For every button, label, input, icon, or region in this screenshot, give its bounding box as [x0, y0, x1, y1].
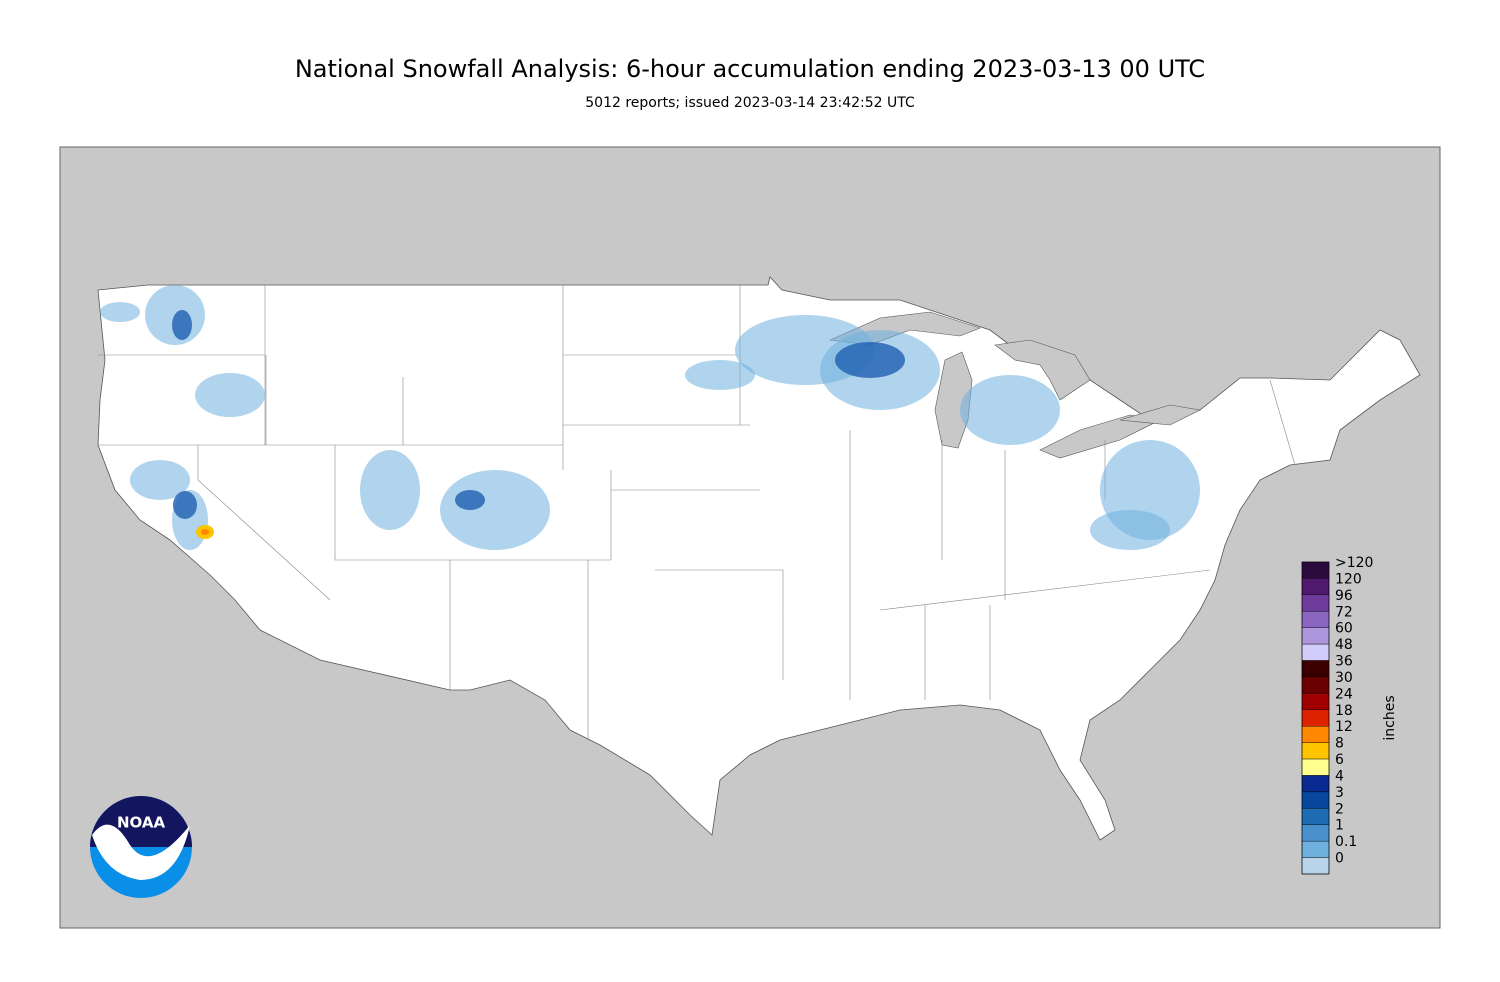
legend-swatch [1301, 643, 1330, 661]
legend-swatch [1301, 857, 1330, 875]
legend-frame [1301, 561, 1330, 875]
legend-swatch [1301, 660, 1330, 678]
logo-text: NOAA [117, 814, 166, 832]
legend-swatch [1301, 726, 1330, 743]
legend-label: 12 [1335, 719, 1353, 735]
legend-label: 120 [1335, 571, 1362, 587]
legend-swatch [1301, 627, 1330, 645]
subtitle: 5012 reports; issued 2023-03-14 23:42:52… [585, 95, 915, 111]
legend-swatch [1301, 676, 1330, 694]
legend-label: 60 [1335, 621, 1353, 637]
legend-label: 2 [1335, 801, 1344, 817]
legend-swatch [1301, 791, 1330, 809]
legend-label: 30 [1335, 670, 1353, 686]
legend-swatch [1301, 758, 1330, 776]
legend-label: 0 [1335, 851, 1344, 867]
legend-label: 96 [1335, 588, 1353, 604]
legend-label: 18 [1335, 703, 1353, 719]
legend-label: 4 [1335, 768, 1344, 784]
legend-label: >120 [1335, 555, 1373, 571]
legend-swatch [1301, 742, 1330, 760]
title: National Snowfall Analysis: 6-hour accum… [295, 55, 1205, 83]
legend-swatch [1301, 578, 1330, 596]
legend-unit: inches [1382, 695, 1398, 740]
legend-swatch [1301, 561, 1330, 579]
map [59, 146, 1441, 929]
legend-label: 6 [1335, 752, 1344, 768]
legend-swatch [1301, 824, 1330, 842]
legend-swatch [1301, 693, 1330, 710]
legend-swatch [1301, 808, 1330, 825]
legend-label: 0.1 [1335, 834, 1357, 850]
legend-label: 36 [1335, 654, 1353, 670]
legend-label: 72 [1335, 604, 1353, 620]
legend-swatch [1301, 611, 1330, 628]
legend-swatch [1301, 840, 1330, 858]
noaa-logo: NOAA [90, 796, 192, 898]
legend-swatch [1301, 709, 1330, 727]
legend-label: 8 [1335, 736, 1344, 752]
legend-swatch [1301, 594, 1330, 612]
legend-label: 24 [1335, 686, 1353, 702]
legend-swatch [1301, 775, 1330, 793]
legend-label: 48 [1335, 637, 1353, 653]
legend-label: 3 [1335, 785, 1344, 801]
legend-label: 1 [1335, 818, 1344, 834]
